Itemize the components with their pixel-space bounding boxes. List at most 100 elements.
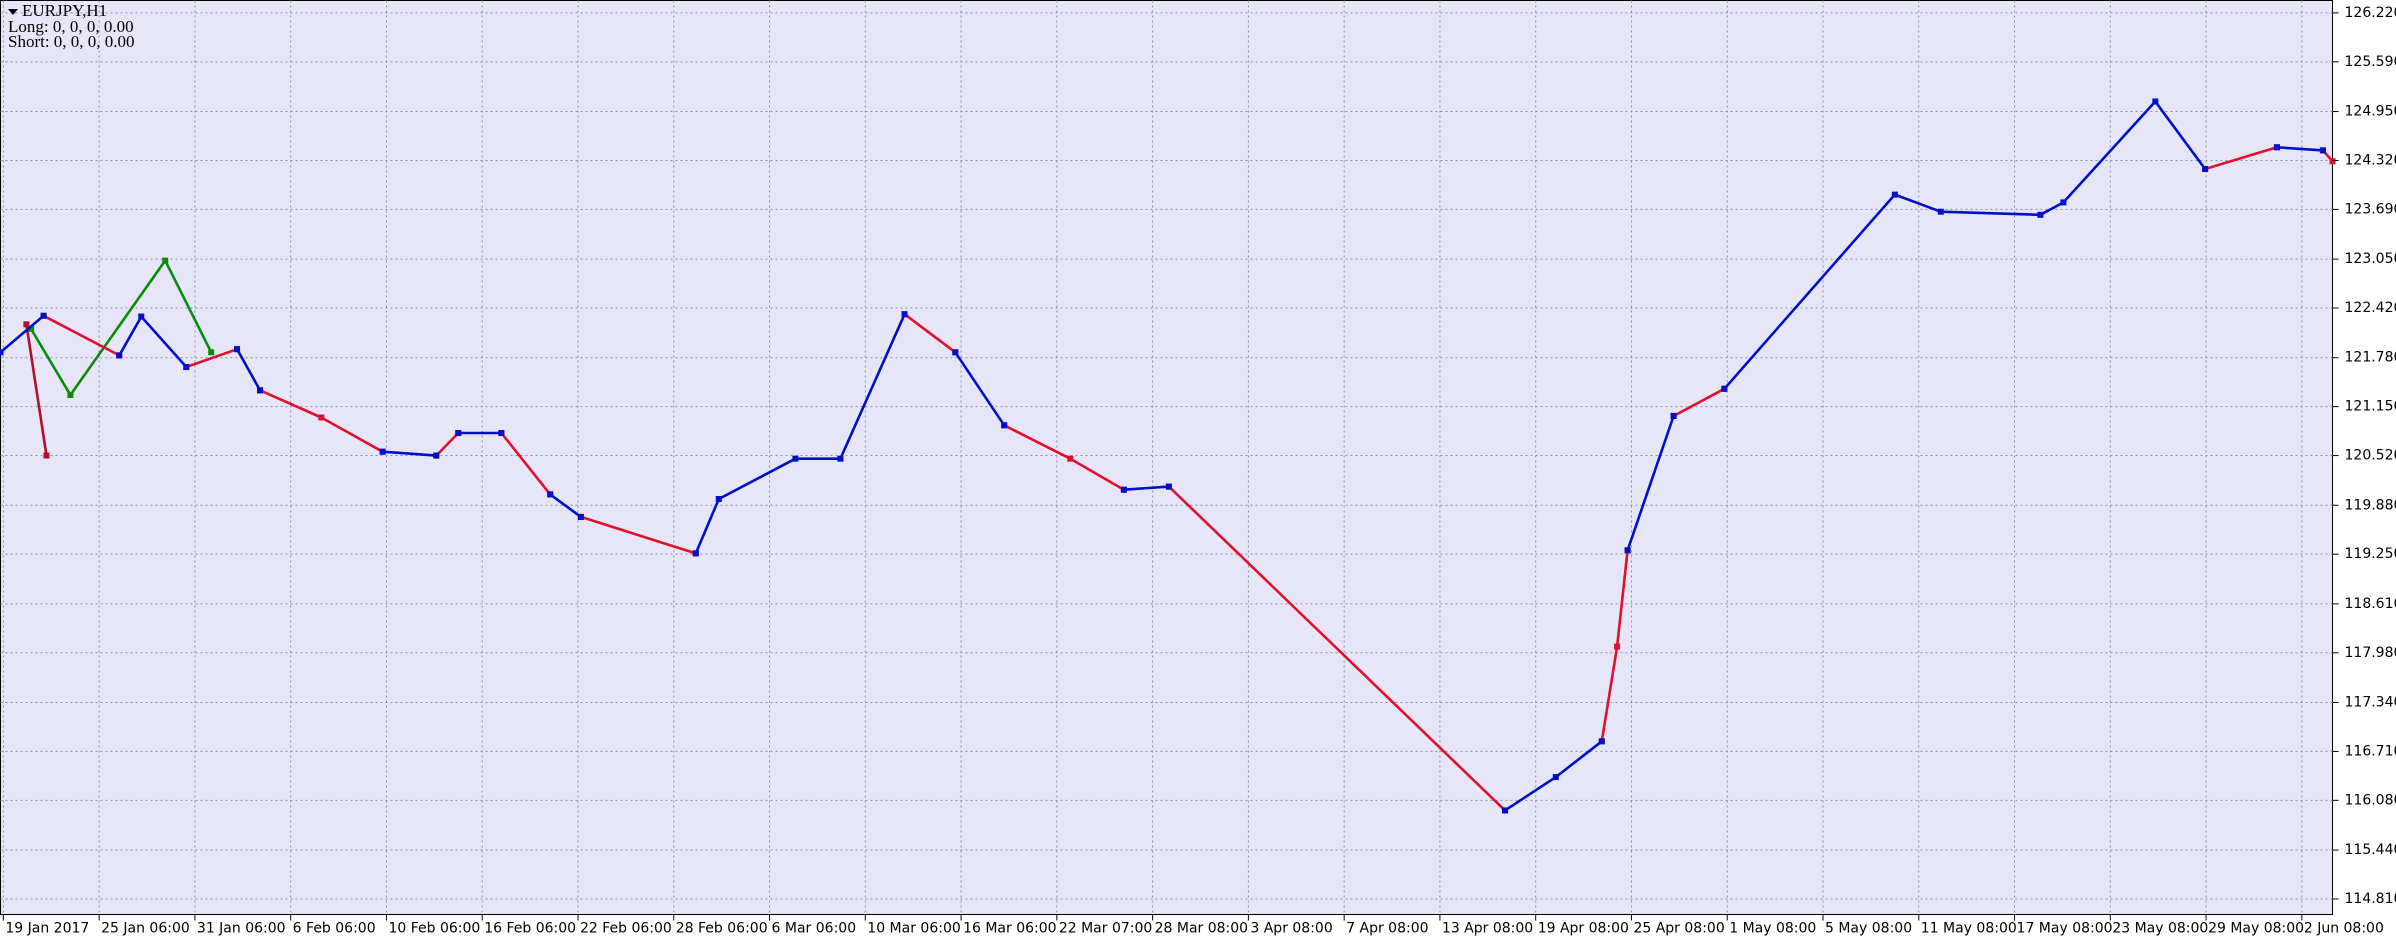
x-tick-label: 1 May 08:00 — [1729, 921, 1816, 937]
y-tick-label: 118.610 — [2345, 596, 2396, 612]
vertex-marker — [2273, 144, 2280, 151]
x-tick-label: 10 Mar 06:00 — [867, 921, 960, 937]
vertex-marker — [208, 349, 215, 356]
y-tick-label: 121.150 — [2345, 399, 2396, 415]
x-tick-label: 6 Mar 06:00 — [772, 921, 857, 937]
x-tick-label: 16 Mar 06:00 — [963, 921, 1056, 937]
x-tick-label: 2 Jun 08:00 — [2304, 921, 2384, 937]
y-tick-label: 119.880 — [2345, 497, 2396, 513]
x-tick-label: 7 Apr 08:00 — [1346, 921, 1428, 937]
vertex-marker — [433, 452, 440, 459]
vertex-marker — [1721, 385, 1728, 392]
x-tick-label: 23 May 08:00 — [2112, 921, 2208, 937]
y-tick-label: 123.050 — [2345, 251, 2396, 267]
x-tick-label: 3 Apr 08:00 — [1250, 921, 1332, 937]
vertex-marker — [23, 321, 30, 328]
grid — [0, 0, 2333, 915]
vertex-marker — [318, 414, 325, 421]
x-tick-label: 25 Apr 08:00 — [1633, 921, 1724, 937]
x-tick-label: 31 Jan 06:00 — [197, 921, 286, 937]
vertex-marker — [1670, 412, 1677, 419]
vertex-marker — [1120, 486, 1127, 493]
y-tick-label: 114.810 — [2345, 891, 2396, 907]
short-info: Short: 0, 0, 0, 0.00 — [8, 32, 135, 51]
vertex-marker — [498, 430, 505, 437]
y-tick-label: 124.320 — [2345, 152, 2396, 168]
y-tick-label: 117.340 — [2345, 695, 2396, 711]
vertex-marker — [2152, 98, 2159, 105]
vertex-marker — [715, 496, 722, 503]
vertex-marker — [40, 312, 47, 319]
vertex-marker — [1165, 483, 1172, 490]
vertex-marker — [0, 349, 4, 356]
vertex-marker — [183, 364, 190, 371]
vertex-marker — [952, 349, 959, 356]
vertex-marker — [1624, 547, 1631, 554]
x-tick-label: 29 May 08:00 — [2208, 921, 2304, 937]
vertex-marker — [162, 257, 169, 264]
y-tick-label: 117.980 — [2345, 645, 2396, 661]
vertex-marker — [2319, 147, 2326, 154]
y-tick-label: 122.420 — [2345, 300, 2396, 316]
symbol-arrow — [8, 9, 18, 15]
vertex-marker — [257, 387, 264, 394]
x-tick-label: 11 May 08:00 — [1921, 921, 2017, 937]
long-info: Long: 0, 0, 0, 0.00 — [8, 17, 134, 36]
vertex-marker — [2329, 158, 2336, 165]
vertex-marker — [692, 550, 699, 557]
vertex-marker — [2037, 211, 2044, 218]
vertex-marker — [1001, 422, 1008, 429]
y-tick-label: 126.220 — [2345, 5, 2396, 21]
y-tick-label: 119.250 — [2345, 546, 2396, 562]
chart-title: EURJPY,H1 — [22, 1, 107, 20]
x-tick-label: 19 Apr 08:00 — [1538, 921, 1629, 937]
vertex-marker — [2202, 166, 2209, 173]
vertex-marker — [116, 352, 123, 359]
vertex-marker — [1891, 191, 1898, 198]
y-tick-label: 124.950 — [2345, 104, 2396, 120]
vertex-marker — [547, 491, 554, 498]
vertex-marker — [43, 452, 50, 459]
vertex-marker — [28, 325, 35, 332]
vertex-marker — [1552, 774, 1559, 781]
y-tick-label: 116.710 — [2345, 743, 2396, 759]
x-tick-label: 10 Feb 06:00 — [388, 921, 480, 937]
vertex-marker — [234, 346, 241, 353]
vertex-marker — [138, 313, 145, 320]
y-tick-label: 116.080 — [2345, 792, 2396, 808]
x-tick-label: 17 May 08:00 — [2017, 921, 2113, 937]
x-tick-label: 22 Mar 07:00 — [1059, 921, 1152, 937]
zigzag-line — [25, 324, 48, 456]
vertex-marker — [901, 311, 908, 318]
x-tick-label: 13 Apr 08:00 — [1442, 921, 1533, 937]
vertex-marker — [792, 455, 799, 462]
x-tick-label: 25 Jan 06:00 — [101, 921, 190, 937]
vertex-marker — [1502, 807, 1509, 814]
vertex-marker — [2060, 199, 2067, 206]
vertex-marker — [1937, 208, 1944, 215]
x-tick-label: 5 May 08:00 — [1825, 921, 1912, 937]
vertex-marker — [379, 448, 386, 455]
vertex-marker — [1614, 643, 1621, 650]
x-tick-label: 28 Mar 08:00 — [1155, 921, 1248, 937]
vertex-marker — [67, 391, 74, 398]
y-tick-label: 115.440 — [2345, 842, 2396, 858]
vertex-marker — [837, 455, 844, 462]
series-layer — [0, 98, 2336, 814]
zigzag-line — [29, 259, 213, 397]
vertex-marker — [577, 513, 584, 520]
plot-area — [0, 0, 2333, 915]
y-tick-label: 123.690 — [2345, 201, 2396, 217]
x-tick-label: 22 Feb 06:00 — [580, 921, 672, 937]
y-tick-label: 121.780 — [2345, 350, 2396, 366]
x-tick-label: 19 Jan 2017 — [5, 921, 89, 937]
y-tick-label: 125.590 — [2345, 54, 2396, 70]
x-tick-label: 28 Feb 06:00 — [676, 921, 768, 937]
vertex-marker — [1598, 738, 1605, 745]
vertex-marker — [1067, 455, 1074, 462]
x-tick-label: 16 Feb 06:00 — [484, 921, 576, 937]
x-tick-label: 6 Feb 06:00 — [293, 921, 376, 937]
vertex-marker — [455, 430, 462, 437]
y-tick-label: 120.520 — [2345, 448, 2396, 464]
